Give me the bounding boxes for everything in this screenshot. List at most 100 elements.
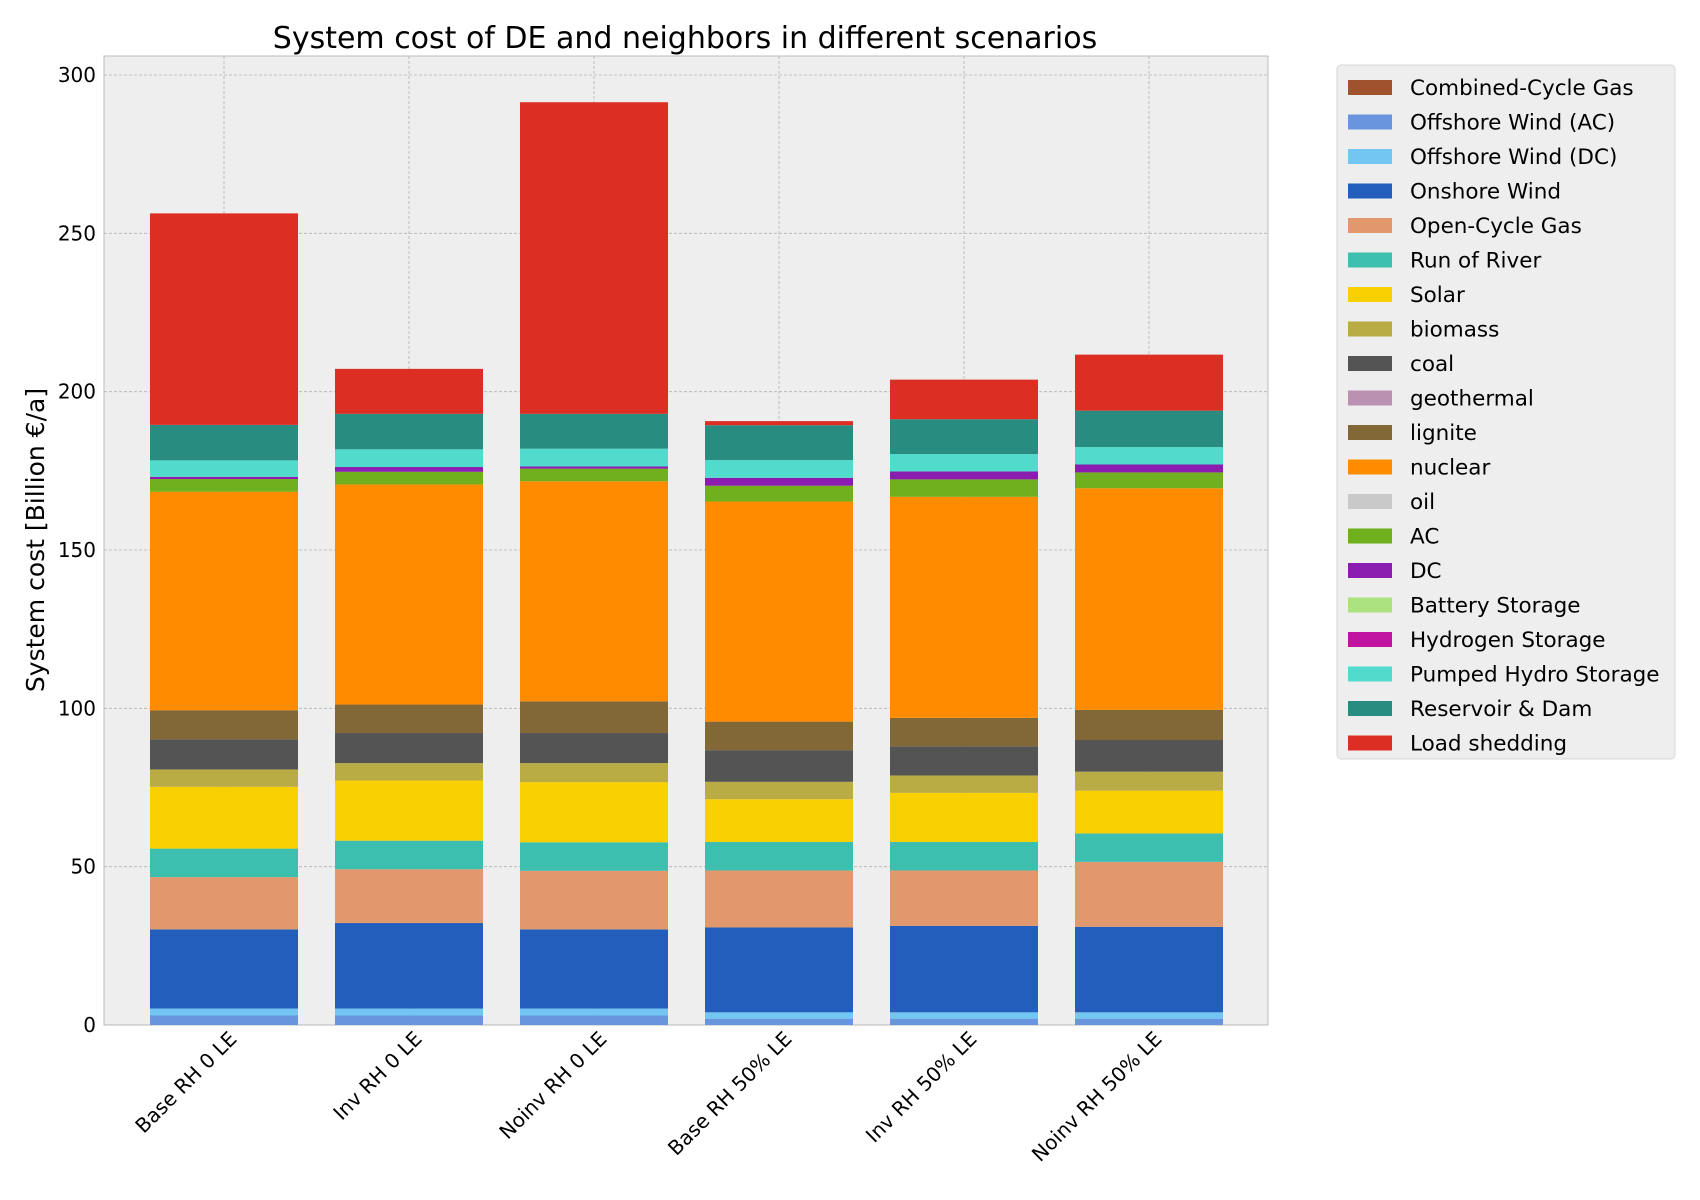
bar-segment-reservoir-dam [705, 425, 853, 461]
y-tick-label: 150 [58, 538, 96, 562]
y-tick-label: 0 [83, 1013, 96, 1037]
legend-label: Open-Cycle Gas [1410, 214, 1582, 239]
bar-segment-biomass [335, 763, 483, 781]
legend-label: lignite [1410, 421, 1477, 446]
bar-segment-offshore-wind-dc [520, 1008, 668, 1016]
bar-segment-offshore-wind-ac [335, 1015, 483, 1025]
legend-swatch [1348, 218, 1392, 233]
bar-segment-onshore-wind [520, 929, 668, 1009]
bar-segment-open-cycle-gas [150, 877, 298, 930]
bar-segment-solar [335, 780, 483, 841]
bar-segment-load-shedding [705, 421, 853, 426]
bar-segment-pumped-hydro-storage [1075, 447, 1223, 465]
y-gridlines [104, 74, 1268, 1026]
bar-segment-onshore-wind [335, 923, 483, 1009]
bar-segment-lignite [890, 717, 1038, 747]
bar-segment-pumped-hydro-storage [335, 449, 483, 468]
bar-segment-offshore-wind-dc [890, 1012, 1038, 1019]
bar-segment-nuclear [705, 501, 853, 722]
bar-segment-reservoir-dam [150, 424, 298, 461]
legend-swatch [1348, 356, 1392, 371]
bar-segment-run-of-river [520, 842, 668, 871]
legend-swatch [1348, 701, 1392, 716]
bar-segment-nuclear [520, 481, 668, 702]
legend-label: Load shedding [1410, 732, 1567, 757]
legend-label: Offshore Wind (DC) [1410, 145, 1617, 170]
bar-segment-load-shedding [150, 213, 298, 425]
bar-segment-ac [1075, 472, 1223, 489]
bar-segment-run-of-river [150, 848, 298, 878]
bar-segment-biomass [890, 775, 1038, 793]
bar-segment-biomass [705, 781, 853, 800]
y-tick-label: 250 [58, 221, 96, 245]
legend-swatch [1348, 252, 1392, 268]
bar-segment-onshore-wind [890, 925, 1038, 1013]
bar-segment-onshore-wind [705, 927, 853, 1013]
bar-segment-lignite [705, 721, 853, 751]
chart-title: System cost of DE and neighbors in diffe… [273, 21, 1097, 56]
legend-swatch [1348, 149, 1392, 164]
legend-swatch [1348, 632, 1392, 647]
bar-segment-ac [520, 468, 668, 482]
bar-segment-offshore-wind-dc [335, 1008, 483, 1016]
bar-segment-load-shedding [890, 379, 1038, 420]
bar-segment-solar [520, 782, 668, 843]
bar-segment-solar [1075, 790, 1223, 834]
bar-segment-offshore-wind-dc [705, 1012, 853, 1019]
bar-segment-reservoir-dam [1075, 410, 1223, 448]
bar-segment-pumped-hydro-storage [520, 448, 668, 467]
legend-label: Run of River [1410, 249, 1541, 274]
legend-label: Combined-Cycle Gas [1410, 76, 1634, 101]
bar-segment-coal [1075, 740, 1223, 772]
bars [150, 102, 1223, 1025]
bar-segment-nuclear [150, 491, 298, 711]
bar-segment-offshore-wind-ac [150, 1015, 298, 1025]
bar-segment-pumped-hydro-storage [150, 460, 298, 477]
y-tick-label: 50 [71, 855, 96, 879]
bar-segment-lignite [520, 701, 668, 734]
legend-swatch [1348, 114, 1392, 130]
bar-segment-open-cycle-gas [520, 870, 668, 930]
bar-segment-lignite [335, 704, 483, 734]
legend-swatch [1348, 459, 1392, 475]
bar-segment-offshore-wind-ac [705, 1018, 853, 1025]
legend-swatch [1348, 425, 1392, 440]
bar-segment-coal [150, 739, 298, 770]
legend-label: biomass [1410, 318, 1499, 343]
bar-segment-run-of-river [1075, 833, 1223, 862]
legend-swatch [1348, 666, 1392, 682]
legend-label: Solar [1410, 283, 1465, 308]
legend-swatch [1348, 494, 1392, 509]
bar-segment-open-cycle-gas [335, 869, 483, 924]
bar-segment-solar [890, 792, 1038, 842]
bar-segment-ac [150, 479, 298, 492]
bar-segment-onshore-wind [150, 929, 298, 1009]
legend-swatch [1348, 183, 1392, 199]
bar-segment-onshore-wind [1075, 926, 1223, 1013]
bar-segment-load-shedding [520, 102, 668, 414]
bar-segment-lignite [1075, 709, 1223, 740]
y-tick-label: 300 [58, 63, 96, 87]
bar-segment-open-cycle-gas [890, 870, 1038, 926]
legend-swatch [1348, 735, 1392, 751]
bar-segment-pumped-hydro-storage [705, 460, 853, 478]
bar-segment-biomass [1075, 771, 1223, 791]
legend-swatch [1348, 597, 1392, 613]
y-tick-label: 100 [58, 696, 96, 720]
legend-label: oil [1410, 490, 1435, 515]
bar-segment-offshore-wind-dc [150, 1008, 298, 1016]
bar-segment-reservoir-dam [520, 413, 668, 449]
legend-label: AC [1410, 525, 1439, 550]
bar-segment-pumped-hydro-storage [890, 454, 1038, 472]
bar-segment-ac [335, 471, 483, 485]
bar-segment-biomass [520, 763, 668, 783]
bar-segment-lignite [150, 710, 298, 740]
legend-swatch [1348, 321, 1392, 337]
legend-label: Onshore Wind [1410, 180, 1561, 205]
bar-segment-nuclear [890, 496, 1038, 718]
legend-label: Offshore Wind (AC) [1410, 111, 1615, 136]
bar-segment-load-shedding [335, 368, 483, 414]
bar-segment-solar [150, 786, 298, 849]
bar-segment-coal [705, 750, 853, 782]
